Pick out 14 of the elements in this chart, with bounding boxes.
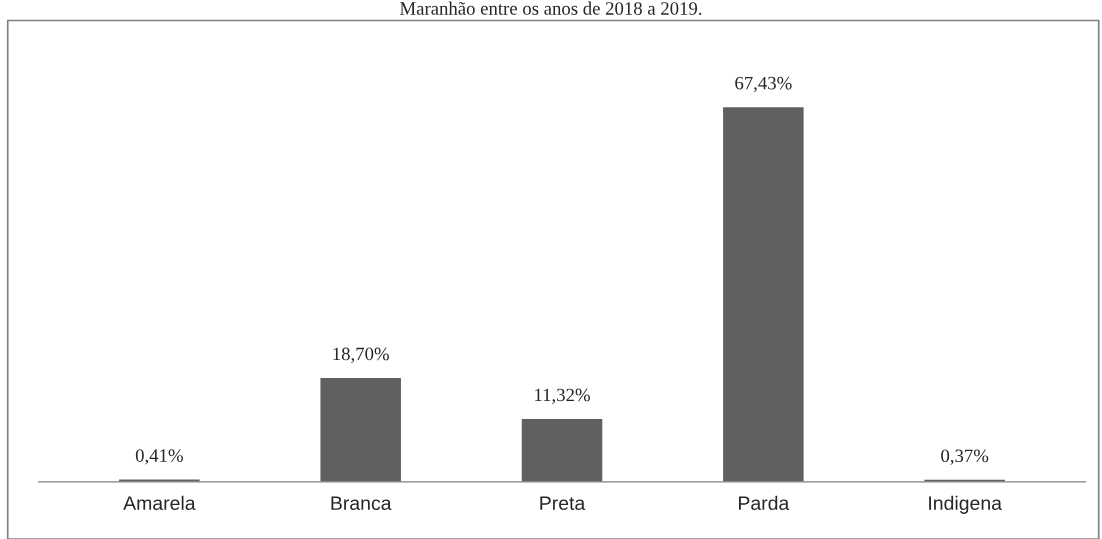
x-tick-label: Indigena	[929, 495, 1002, 514]
data-label: 0,41%	[135, 449, 183, 465]
x-tick-label: Branca	[331, 496, 392, 511]
bar	[521, 418, 603, 482]
x-tick-label: Preta	[540, 496, 586, 511]
chart-title: Maranhão entre os anos de 2018 a 2019.	[400, 1, 702, 15]
x-tick-label: Parda	[739, 495, 790, 511]
data-label: 67,43%	[735, 76, 792, 93]
bar	[320, 377, 401, 482]
data-label: 11,32%	[535, 388, 590, 404]
x-tick-label: Amarela	[123, 495, 196, 511]
bar	[723, 107, 804, 482]
data-label: 0,37%	[941, 449, 989, 465]
data-label: 18,70%	[333, 347, 389, 363]
